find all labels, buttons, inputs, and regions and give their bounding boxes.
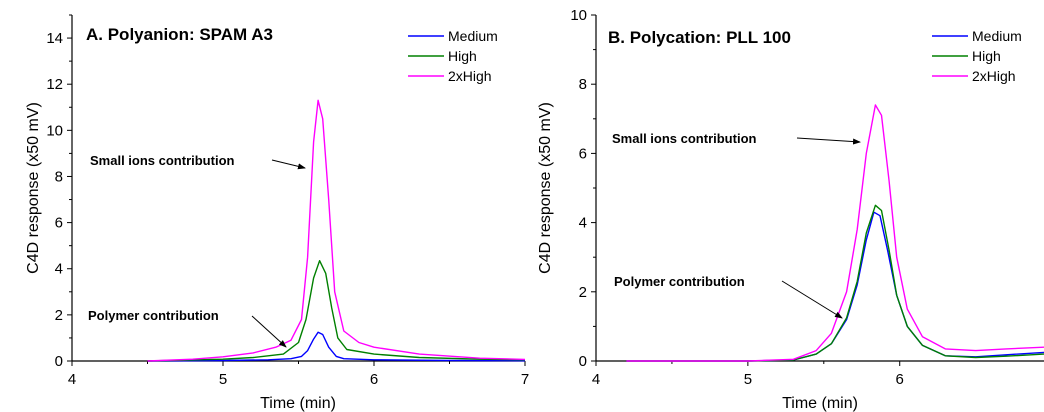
y-tick-label: 2 [579, 284, 587, 301]
y-tick-label: 0 [579, 353, 587, 370]
y-tick-label: 12 [46, 76, 63, 93]
panel-a: A. Polyanion: SPAM A3 Time (min) C4D res… [25, 14, 529, 412]
series-line-high [626, 204, 1044, 362]
panel-a-xlabel: Time (min) [260, 395, 336, 412]
annotation-arrow [781, 280, 843, 319]
legend-label: High [972, 48, 1001, 64]
x-tick-label: 7 [521, 371, 529, 388]
series-line-high [147, 260, 526, 362]
annotation-label: Small ions contribution [612, 131, 757, 146]
legend-label: 2xHigh [972, 68, 1016, 84]
legend-label: High [448, 48, 477, 64]
annotation-arrow [251, 315, 287, 348]
panel-b-xlabel: Time (min) [782, 395, 858, 412]
x-tick-label: 4 [68, 371, 76, 388]
y-tick-label: 10 [46, 122, 63, 139]
x-tick-label: 5 [744, 371, 752, 388]
annotation-label: Polymer contribution [88, 308, 219, 323]
series-line-2xhigh [626, 104, 1044, 362]
y-tick-label: 0 [55, 353, 63, 370]
x-tick-label: 6 [370, 371, 378, 388]
panel-a-ylabel: C4D response (x50 mV) [25, 102, 42, 274]
y-tick-label: 14 [46, 30, 63, 47]
panel-b: B. Polycation: PLL 100 Time (min) C4D re… [537, 7, 1044, 412]
y-tick-label: 6 [55, 215, 63, 232]
legend-label: Medium [448, 28, 498, 44]
series-line-medium [147, 331, 526, 362]
x-tick-label: 4 [592, 371, 600, 388]
legend-label: 2xHigh [448, 68, 492, 84]
y-tick-label: 2 [55, 307, 63, 324]
y-tick-label: 6 [579, 145, 587, 162]
y-tick-label: 4 [579, 215, 587, 232]
x-tick-label: 6 [896, 371, 904, 388]
y-tick-label: 10 [570, 7, 587, 24]
y-tick-label: 4 [55, 261, 63, 278]
annotation-arrow [271, 159, 306, 170]
legend-label: Medium [972, 28, 1022, 44]
y-tick-label: 8 [55, 168, 63, 185]
annotation-arrow [796, 137, 861, 145]
series-line-2xhigh [147, 99, 526, 362]
panel-b-title: B. Polycation: PLL 100 [608, 28, 791, 47]
annotation-label: Polymer contribution [614, 274, 745, 289]
x-tick-label: 5 [219, 371, 227, 388]
panel-a-title: A. Polyanion: SPAM A3 [86, 25, 273, 44]
annotation-label: Small ions contribution [90, 153, 235, 168]
y-tick-label: 8 [579, 76, 587, 93]
panel-b-ylabel: C4D response (x50 mV) [537, 102, 554, 274]
